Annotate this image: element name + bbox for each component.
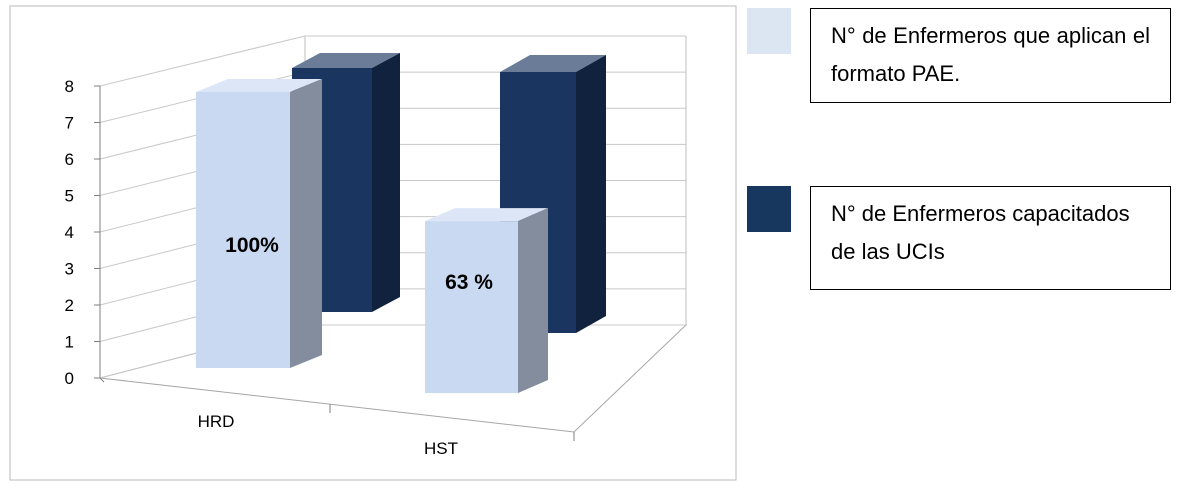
legend-label-1: N° de Enfermeros que aplican el formato … bbox=[831, 23, 1150, 86]
legend-swatch-2 bbox=[747, 186, 791, 232]
bar-series1-hrd bbox=[196, 92, 290, 368]
y-tick-label: 1 bbox=[65, 333, 74, 352]
legend-label-2: N° de Enfermeros capacitados de las UCIs bbox=[831, 201, 1130, 264]
legend-swatch-1 bbox=[747, 8, 791, 54]
y-tick-label: 0 bbox=[65, 369, 74, 388]
y-tick-label: 4 bbox=[65, 223, 74, 242]
x-category-label: HRD bbox=[198, 412, 235, 431]
bar-series1-hst bbox=[425, 221, 518, 393]
legend-entry-2: N° de Enfermeros capacitados de las UCIs bbox=[810, 186, 1171, 290]
bar-series1-hst-side bbox=[518, 208, 548, 393]
bar-series2-hst-side bbox=[576, 55, 606, 333]
data-label: 63 % bbox=[445, 271, 493, 294]
y-tick-label: 8 bbox=[65, 77, 74, 96]
bar-series1-hrd-side bbox=[290, 79, 322, 368]
y-tick-label: 6 bbox=[65, 150, 74, 169]
data-label: 100% bbox=[225, 234, 279, 257]
y-tick-label: 5 bbox=[65, 187, 74, 206]
legend-entry-1: N° de Enfermeros que aplican el formato … bbox=[810, 8, 1171, 103]
y-tick-label: 2 bbox=[65, 296, 74, 315]
bar-series2-hrd-side bbox=[372, 53, 400, 312]
chart-floor bbox=[100, 325, 686, 432]
y-tick-label: 3 bbox=[65, 260, 74, 279]
x-category-label: HST bbox=[424, 439, 458, 458]
y-tick-label: 7 bbox=[65, 114, 74, 133]
